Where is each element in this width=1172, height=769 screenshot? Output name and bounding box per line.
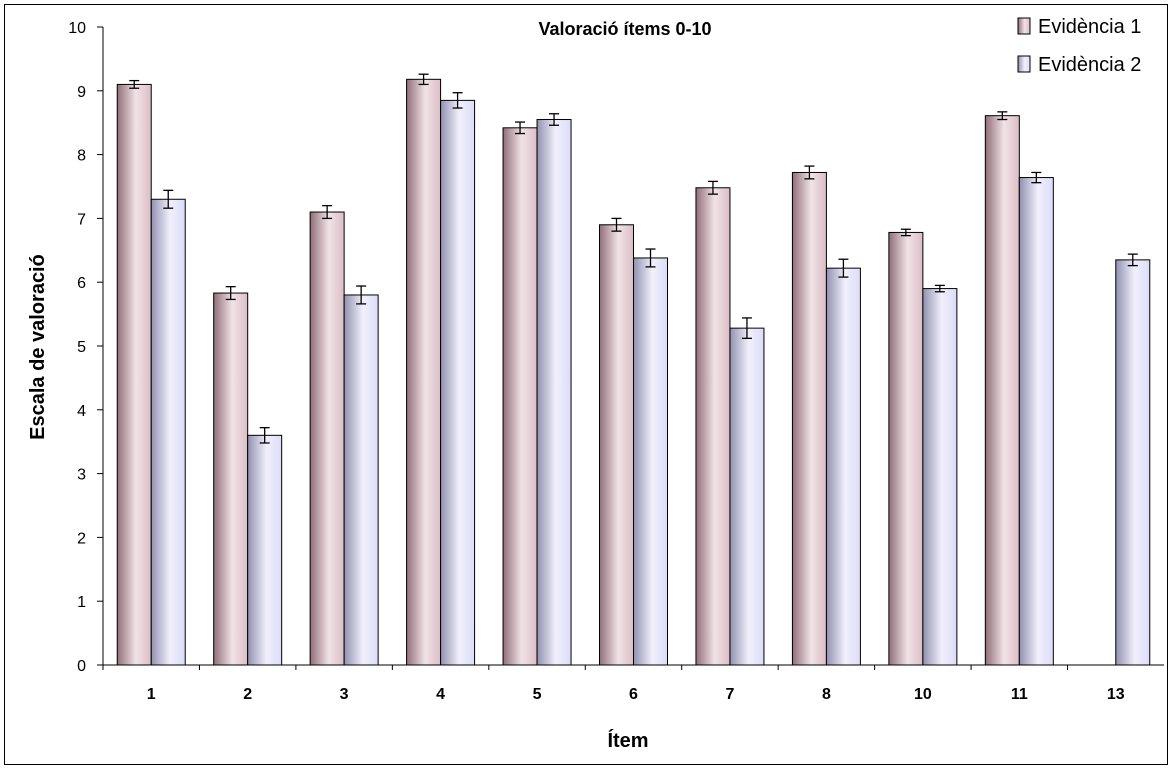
y-tick-label: 8: [77, 148, 86, 165]
x-axis-title: Ítem: [607, 729, 648, 752]
bar-1-item-5: [502, 127, 538, 666]
y-axis-title: Escala de valoració: [27, 254, 49, 440]
legend-label-2: Evidència 2: [1038, 54, 1141, 76]
bar-2-item-5: [536, 119, 572, 666]
y-tick-label: 5: [77, 339, 86, 356]
bar-2-item-2: [247, 434, 283, 666]
bar-2-item-6: [633, 257, 668, 666]
y-tick-label: 4: [77, 403, 86, 420]
bar-1-item-4: [406, 78, 442, 666]
error-bars-group: [129, 73, 1138, 444]
legend-label-1: Evidència 1: [1038, 16, 1141, 38]
x-tick-label: 1: [147, 686, 156, 703]
error-bar-1-item-3: [322, 204, 333, 220]
y-tick-label: 7: [77, 211, 86, 228]
x-tick-label: 5: [533, 686, 542, 703]
bars-group: [116, 78, 1151, 666]
legend: Evidència 1 Evidència 2: [1017, 16, 1141, 76]
error-bar-2-item-5: [549, 113, 560, 126]
x-tick-label: 13: [1107, 686, 1125, 703]
bar-1-item-7: [695, 187, 731, 666]
x-tick-label: 11: [1011, 686, 1028, 703]
error-bar-1-item-8: [804, 165, 815, 180]
y-tick-label: 10: [68, 20, 86, 37]
bar-2-item-3: [343, 294, 379, 666]
y-tick-label: 9: [77, 84, 86, 101]
error-bar-2-item-11: [1031, 171, 1042, 184]
bar-1-item-10: [888, 231, 924, 666]
error-bar-2-item-6: [645, 248, 656, 268]
axes-group: 1 2 3 4 5 6 7 8 10 11 13 0 1 2 3 4 5 6 7 8 9 10: [68, 20, 1164, 703]
legend-swatch-2: [1017, 55, 1031, 73]
y-tick-label: 3: [77, 467, 86, 484]
bar-2-item-11: [1018, 177, 1054, 666]
chart-frame: [4, 4, 1168, 765]
bar-2-item-4: [440, 99, 476, 666]
bar-2-item-8: [825, 267, 861, 666]
bar-1-item-2: [213, 292, 249, 666]
error-bar-2-item-10: [934, 284, 945, 293]
error-bar-2-item-3: [356, 285, 367, 305]
error-bar-1-item-1: [129, 79, 140, 89]
bar-1-item-6: [599, 224, 634, 666]
y-tick-label: 2: [77, 530, 86, 547]
x-tick-label: 4: [436, 686, 445, 703]
bar-1-item-11: [984, 115, 1020, 666]
bar-2-item-7: [729, 327, 765, 666]
bar-1-item-8: [791, 171, 827, 666]
x-tick-label: 7: [726, 686, 735, 703]
legend-swatch-1: [1017, 17, 1031, 35]
x-tick-label: 8: [822, 686, 831, 703]
bar-2-item-13: [1115, 259, 1151, 666]
y-tick-label: 0: [77, 658, 86, 675]
error-bar-2-item-2: [259, 427, 270, 444]
error-bar-1-item-2: [225, 286, 236, 301]
error-bar-1-item-6: [611, 217, 622, 232]
bar-2-item-10: [922, 288, 958, 666]
error-bar-2-item-7: [741, 317, 752, 339]
bar-1-item-3: [309, 211, 345, 666]
error-bar-1-item-10: [900, 228, 911, 237]
error-bar-1-item-4: [418, 73, 429, 86]
x-tick-label: 3: [340, 686, 349, 703]
error-bar-1-item-5: [515, 121, 526, 135]
chart-title: Valoració ítems 0-10: [538, 19, 711, 39]
error-bar-1-item-11: [997, 111, 1008, 121]
bar-1-item-1: [116, 83, 152, 666]
x-tick-label: 6: [629, 686, 638, 703]
x-tick-label: 10: [914, 686, 932, 703]
error-bar-2-item-1: [163, 189, 174, 209]
error-bar-2-item-13: [1127, 253, 1138, 267]
error-bar-1-item-7: [707, 180, 718, 195]
y-tick-label: 1: [77, 594, 86, 611]
error-bar-2-item-4: [452, 92, 463, 109]
bar-2-item-1: [150, 198, 186, 666]
error-bar-2-item-8: [838, 258, 849, 278]
y-tick-label: 6: [77, 275, 86, 292]
x-tick-label: 2: [243, 686, 252, 703]
